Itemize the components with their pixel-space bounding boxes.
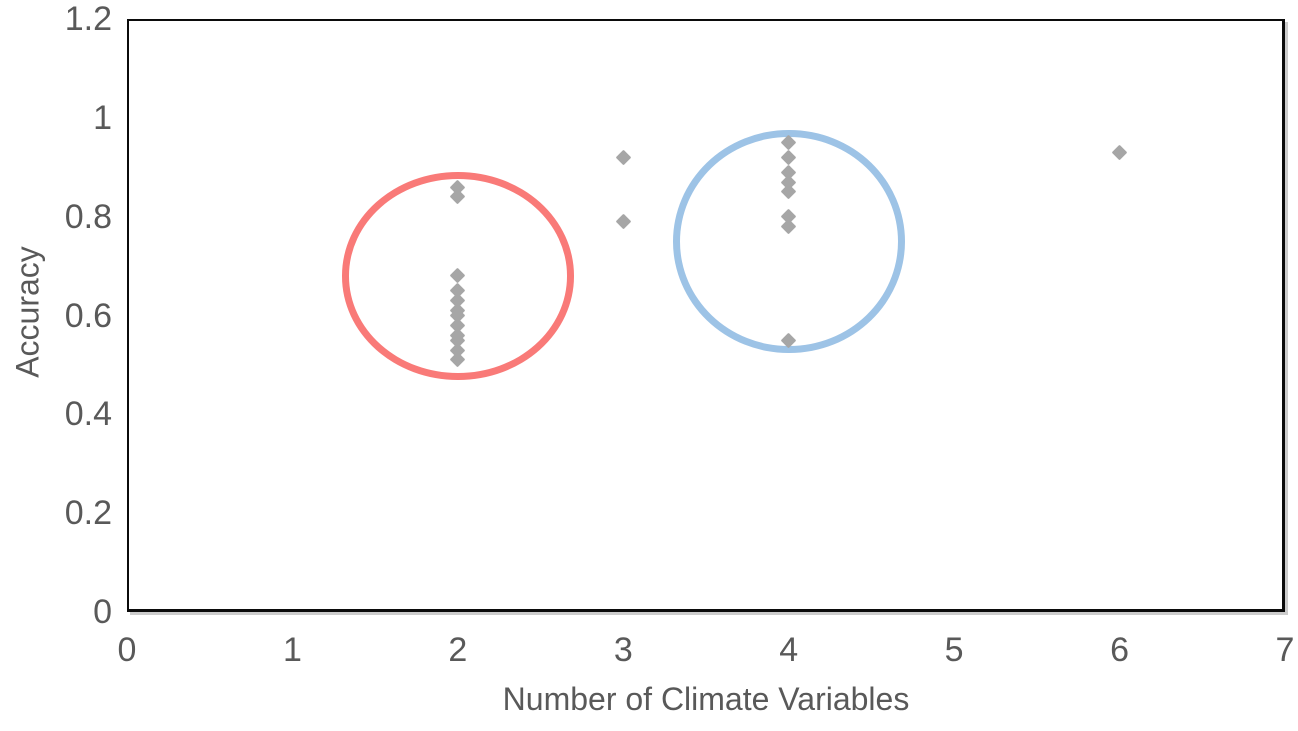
y-tick-label: 0.2 (64, 494, 112, 533)
x-tick-label: 6 (1110, 631, 1130, 669)
y-tick-label: 0.8 (64, 197, 112, 236)
x-axis-title: Number of Climate Variables (502, 681, 910, 717)
y-tick-label: 0.6 (64, 296, 112, 335)
y-axis-title: Accuracy (9, 246, 46, 378)
x-tick-label: 7 (1275, 631, 1295, 669)
blue-circle-annotation (672, 129, 905, 354)
y-tick-label: 1.2 (64, 0, 112, 38)
x-tick-label: 2 (448, 631, 468, 669)
x-tick-label: 0 (117, 631, 137, 669)
y-tick-label: 0 (93, 593, 112, 631)
x-tick-label: 1 (282, 631, 302, 669)
y-tick-label: 0.4 (64, 395, 112, 434)
red-circle-annotation (342, 172, 574, 380)
x-tick-label: 4 (779, 631, 799, 669)
x-tick-label: 3 (613, 631, 633, 669)
y-tick-label: 1 (93, 98, 112, 137)
x-tick-label: 5 (944, 631, 964, 669)
